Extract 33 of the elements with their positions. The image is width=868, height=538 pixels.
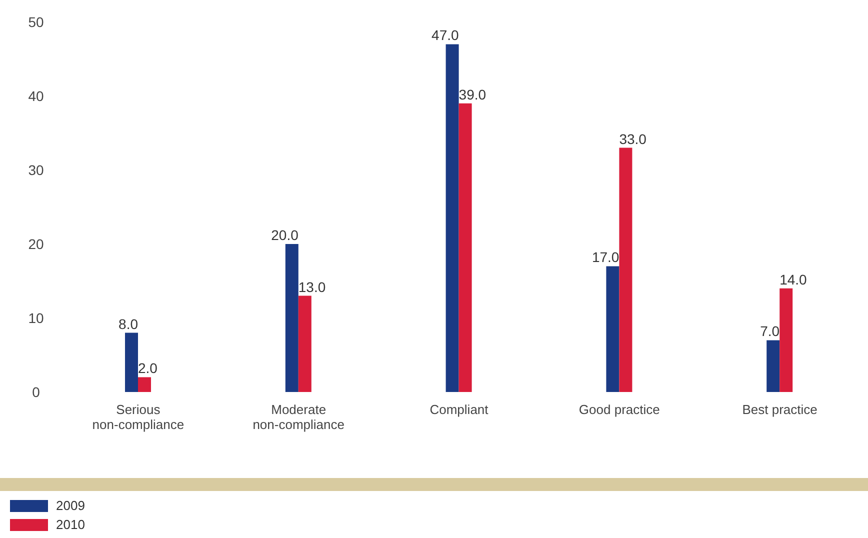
bar xyxy=(285,244,298,392)
y-tick-label: 0 xyxy=(32,384,40,400)
y-tick-label: 10 xyxy=(28,310,44,326)
x-tick-label: Good practice xyxy=(578,402,660,417)
legend-label: 2009 xyxy=(56,498,85,513)
y-tick-label: 30 xyxy=(28,162,44,178)
data-label: 17.0 xyxy=(592,249,620,266)
x-tick-label: Compliant xyxy=(430,402,489,417)
bar xyxy=(446,44,459,392)
data-label: 13.0 xyxy=(298,278,326,295)
data-label: 2.0 xyxy=(138,360,158,376)
bar xyxy=(458,103,472,392)
data-label: 7.0 xyxy=(760,323,780,340)
data-label: 47.0 xyxy=(432,27,460,44)
y-tick-label: 50 xyxy=(28,14,44,30)
data-label: 14.0 xyxy=(780,271,808,288)
legend-label: 2010 xyxy=(56,517,85,532)
data-label: 39.0 xyxy=(458,86,486,102)
bar xyxy=(780,288,793,392)
x-tick-label: Serious non-compliance xyxy=(92,402,184,432)
bar xyxy=(125,332,138,392)
bar xyxy=(606,266,620,392)
data-label: 8.0 xyxy=(118,316,138,332)
bar xyxy=(766,340,780,392)
bar xyxy=(619,148,632,392)
bar xyxy=(298,296,312,392)
y-tick-label: 40 xyxy=(28,88,44,104)
data-label: 33.0 xyxy=(619,130,647,147)
y-tick-label: 20 xyxy=(28,236,44,252)
data-label: 20.0 xyxy=(271,227,299,243)
x-tick-label: Best practice xyxy=(742,402,818,417)
x-tick-label: Moderate non-compliance xyxy=(252,402,344,432)
bar xyxy=(138,377,151,392)
